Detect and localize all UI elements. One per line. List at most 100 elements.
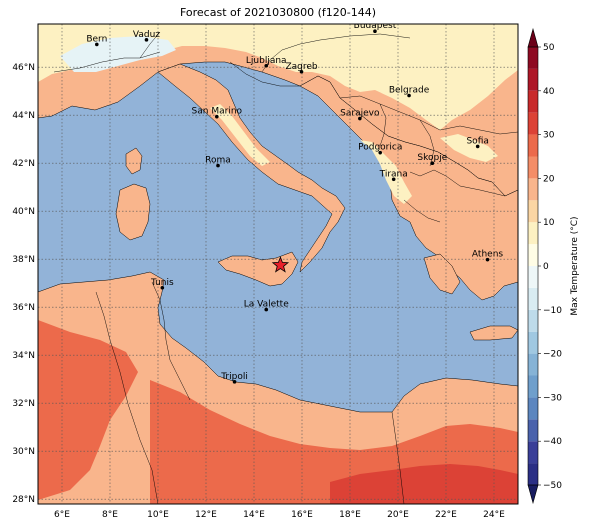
- colorbar-band: [528, 156, 538, 179]
- longitude-tick-labels: 6°E 8°E 10°E 12°E 14°E 16°E 18°E 20°E 22°E 24°E: [54, 510, 505, 520]
- lat-tick-label: 38°N: [12, 255, 35, 265]
- city-dot: [430, 161, 435, 165]
- city-label: Vaduz: [133, 30, 160, 40]
- land-balkan-cool: [360, 140, 412, 204]
- map-frame: [37, 23, 519, 505]
- colorbar-band: [528, 200, 538, 223]
- lat-tick-label: 30°N: [12, 447, 35, 457]
- colorbar-tick-label: 50: [543, 43, 555, 53]
- colorbar-band: [528, 178, 538, 201]
- city-label: Skopje: [417, 153, 447, 163]
- colorbar-tick-label: 0: [543, 262, 549, 272]
- colorbar-tick-label: −40: [543, 437, 562, 447]
- city-label: Roma: [205, 156, 231, 166]
- city-dot: [475, 144, 480, 149]
- colorbar: [527, 27, 539, 505]
- colorbar-tick-labels: 50 40 30 20 10 0 −10 −20 −30 −40 −50: [538, 43, 562, 491]
- city-dot: [485, 257, 490, 262]
- land-africa-hotter: [330, 464, 518, 504]
- lon-tick-label: 6°E: [54, 510, 70, 520]
- lat-tick-label: 34°N: [12, 351, 35, 361]
- city-label: Sofia: [466, 136, 488, 146]
- lon-tick-label: 12°E: [195, 510, 217, 520]
- lat-tick-label: 36°N: [12, 303, 35, 313]
- lon-tick-label: 22°E: [435, 510, 457, 520]
- lat-tick-label: 46°N: [12, 63, 35, 73]
- city-dot: [358, 116, 362, 121]
- land-peloponnese: [423, 253, 461, 295]
- land-italy: [157, 63, 346, 273]
- colorbar-band: [528, 419, 538, 442]
- lon-tick-label: 16°E: [291, 510, 313, 520]
- city-dot: [407, 93, 411, 98]
- city-dot: [391, 177, 396, 182]
- land-corsica: [125, 147, 143, 175]
- city-label: Bern: [86, 34, 107, 44]
- lat-tick-label: 28°N: [12, 495, 35, 505]
- colorbar-band: [528, 463, 538, 485]
- city-label: Podgorica: [358, 143, 402, 153]
- colorbar-band: [528, 47, 538, 69]
- city-label: Belgrade: [389, 86, 430, 96]
- colorbar-tick-label: 40: [543, 87, 555, 97]
- city-label: Sarajevo: [340, 109, 380, 119]
- city-dot: [264, 63, 269, 68]
- lon-tick-label: 20°E: [387, 510, 409, 520]
- colorbar-band: [528, 112, 538, 135]
- city-dot: [232, 380, 237, 384]
- colorbar-band: [528, 68, 538, 91]
- city-label: San Marino: [192, 107, 243, 117]
- land-italy-cool: [210, 104, 270, 166]
- lon-tick-label: 14°E: [243, 510, 265, 520]
- colorbar-under-arrow: [527, 484, 539, 505]
- lat-tick-label: 42°N: [12, 159, 35, 169]
- lat-tick-label: 40°N: [12, 207, 35, 217]
- colorbar-over-arrow: [527, 27, 539, 48]
- colorbar-band: [528, 397, 538, 420]
- land-alps-cold: [60, 36, 176, 72]
- colorbar-tick-label: −50: [543, 481, 562, 491]
- graticule: [38, 24, 518, 504]
- city-dot: [373, 29, 377, 33]
- latitude-tick-labels: 28°N 30°N 32°N 34°N 36°N 38°N 40°N 42°N 44°N 46°N: [12, 63, 35, 505]
- colorbar-band: [528, 375, 538, 398]
- colorbar-tick-label: 10: [543, 218, 555, 228]
- city-dot: [215, 114, 219, 119]
- land-africa-hot: [38, 320, 138, 500]
- colorbar-tick-label: −20: [543, 350, 562, 360]
- city-label: Tirana: [379, 169, 408, 179]
- city-dot: [216, 163, 220, 168]
- colorbar-band: [528, 90, 538, 113]
- city-label: Athens: [472, 250, 503, 260]
- lon-tick-label: 24°E: [483, 510, 505, 520]
- colorbar-band: [528, 134, 538, 157]
- land-balkan-cool-2: [440, 134, 498, 162]
- colorbar-tick-label: −10: [543, 306, 562, 316]
- lon-tick-label: 10°E: [147, 510, 169, 520]
- city-dot: [95, 42, 99, 47]
- city-label: Tripoli: [220, 372, 248, 382]
- colorbar-band: [528, 331, 538, 354]
- colorbar-band: [528, 441, 538, 464]
- city-label: Tunis: [150, 278, 174, 288]
- colorbar-tick-label: 30: [543, 131, 555, 141]
- colorbar-band: [528, 287, 538, 310]
- star-marker: [271, 256, 290, 273]
- colorbar-label: Max Temperature (°C): [570, 216, 580, 315]
- lon-tick-label: 18°E: [339, 510, 361, 520]
- colorbar-band: [528, 309, 538, 332]
- city-dot: [378, 150, 383, 155]
- city-label: La Valette: [244, 300, 289, 310]
- city-dot: [144, 38, 149, 42]
- city-dot: [264, 307, 269, 312]
- land-sicily: [217, 251, 299, 287]
- colorbar-tick-label: 20: [543, 174, 555, 184]
- lat-tick-label: 44°N: [12, 111, 35, 121]
- land-sardinia: [115, 183, 151, 241]
- city-label: Ljubljana: [246, 56, 287, 66]
- city-dot: [299, 69, 304, 74]
- colorbar-tick-label: −30: [543, 393, 562, 403]
